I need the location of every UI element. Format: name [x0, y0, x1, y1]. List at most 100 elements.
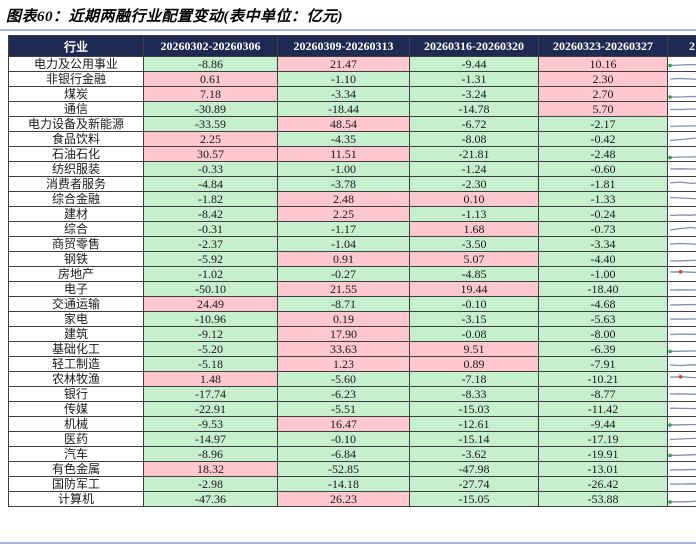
value-cell: -4.84 — [143, 176, 278, 192]
value-cell: 10.16 — [538, 56, 668, 72]
sparkline-cell — [667, 281, 696, 297]
value-cell: 11.51 — [277, 146, 410, 162]
value-cell: 33.63 — [277, 341, 410, 357]
table-body: 电力及公用事业 -8.86 21.47 -9.44 10.16 非银行金融 0.61 -1.1… — [8, 56, 696, 507]
value-cell: -1.24 — [409, 161, 539, 177]
table-row: 汽车 -8.96 -6.84 -3.62 -19.91 — [8, 446, 696, 462]
value-cell: -15.03 — [409, 401, 539, 417]
value-cell: -7.91 — [538, 356, 668, 372]
spark-min-dot — [668, 63, 672, 68]
value-cell: -14.97 — [143, 431, 278, 447]
value-cell: -5.20 — [143, 341, 278, 357]
value-cell: -0.10 — [409, 296, 539, 312]
spark-min-dot — [668, 349, 672, 354]
value-cell: -33.59 — [143, 116, 278, 132]
industry-name-cell: 建筑 — [8, 326, 144, 342]
industry-name-cell: 消费者服务 — [8, 176, 144, 192]
industry-name-cell: 交通运输 — [8, 296, 144, 312]
sparkline-chart — [668, 95, 696, 99]
sparkline-cell — [667, 191, 696, 207]
sparkline-cell — [667, 356, 696, 372]
table-row: 家电 -10.96 0.19 -3.15 -5.63 — [8, 311, 696, 327]
value-cell: -1.00 — [277, 161, 410, 177]
value-cell: -8.42 — [143, 206, 278, 222]
value-cell: -2.48 — [538, 146, 668, 162]
sparkline-cell — [667, 386, 696, 402]
value-cell: -6.84 — [277, 446, 410, 462]
sparkline-chart — [669, 303, 696, 306]
table-row: 电力及公用事业 -8.86 21.47 -9.44 10.16 — [8, 56, 696, 72]
sparkline-chart — [668, 155, 696, 160]
value-cell: -8.08 — [409, 131, 539, 147]
table-row: 轻工制造 -5.18 1.23 0.89 -7.91 — [8, 356, 696, 372]
value-cell: -8.77 — [538, 386, 668, 402]
value-cell: -5.92 — [143, 251, 278, 267]
header-row: 行业 20260302-20260306 20260309-20260313 2… — [8, 35, 696, 57]
value-cell: -30.89 — [143, 101, 278, 117]
value-cell: -50.10 — [143, 281, 278, 297]
value-cell: -17.19 — [538, 431, 668, 447]
spark-max-dot — [678, 375, 683, 379]
sparkline-cell — [667, 116, 696, 132]
value-cell: -0.73 — [538, 221, 668, 237]
table-row: 医药 -14.97 -0.10 -15.14 -17.19 — [8, 431, 696, 447]
value-cell: 9.51 — [409, 341, 539, 357]
sparkline-chart — [669, 468, 696, 471]
value-cell: -15.14 — [409, 431, 539, 447]
value-cell: -13.01 — [538, 461, 668, 477]
industry-name-cell: 国防军工 — [8, 476, 144, 492]
table-row: 银行 -17.74 -6.23 -8.33 -8.77 — [8, 386, 696, 402]
sparkline-chart — [669, 181, 696, 185]
value-cell: 1.48 — [143, 371, 278, 387]
value-cell: 30.57 — [143, 146, 278, 162]
value-cell: -5.51 — [277, 401, 410, 417]
value-cell: -0.24 — [538, 206, 668, 222]
value-cell: -10.96 — [143, 311, 278, 327]
value-cell: -1.10 — [277, 71, 410, 87]
value-cell: -3.50 — [409, 236, 539, 252]
value-cell: 21.47 — [277, 56, 410, 72]
value-cell: -8.71 — [277, 296, 410, 312]
value-cell: 0.10 — [409, 191, 539, 207]
value-cell: -4.68 — [538, 296, 668, 312]
table-row: 食品饮料 2.25 -4.35 -8.08 -0.42 — [8, 131, 696, 147]
value-cell: -22.91 — [143, 401, 278, 417]
value-cell: 2.48 — [277, 191, 410, 207]
value-cell: -4.85 — [409, 266, 539, 282]
sparkline-cell — [667, 221, 696, 237]
sparkline-chart — [669, 364, 696, 367]
value-cell: 19.44 — [409, 281, 539, 297]
sparkline-cell — [667, 251, 696, 267]
table-row: 综合金融 -1.82 2.48 0.10 -1.33 — [8, 191, 696, 207]
value-cell: -2.37 — [143, 236, 278, 252]
value-cell: -5.63 — [538, 311, 668, 327]
value-cell: -2.98 — [143, 476, 278, 492]
industry-name-cell: 有色金属 — [8, 461, 144, 477]
sparkline-cell — [667, 371, 696, 387]
value-cell: -1.04 — [277, 236, 410, 252]
value-cell: -9.44 — [538, 416, 668, 432]
industry-name-cell: 银行 — [8, 386, 144, 402]
industry-name-cell: 纺织服装 — [8, 161, 144, 177]
sparkline-chart — [669, 333, 696, 336]
industry-name-cell: 轻工制造 — [8, 356, 144, 372]
value-cell: -52.85 — [277, 461, 410, 477]
value-cell: 16.47 — [277, 416, 410, 432]
table-row: 房地产 -1.02 -0.27 -4.85 -1.00 — [8, 266, 696, 282]
table-row: 通信 -30.89 -18.44 -14.78 5.70 — [8, 101, 696, 117]
value-cell: -3.34 — [277, 86, 410, 102]
table-row: 钢铁 -5.92 0.91 5.07 -4.40 — [8, 251, 696, 267]
header-period-2: 20260309-20260313 — [277, 35, 410, 57]
value-cell: -14.78 — [409, 101, 539, 117]
table-row: 交通运输 24.49 -8.71 -0.10 -4.68 — [8, 296, 696, 312]
sparkline-chart — [669, 270, 696, 274]
sparkline-chart — [669, 318, 696, 320]
sparkline-cell — [667, 161, 696, 177]
table-row: 煤炭 7.18 -3.34 -3.24 2.70 — [8, 86, 696, 102]
sparkline-cell — [667, 341, 696, 357]
table-row: 计算机 -47.36 26.23 -15.05 -53.88 — [8, 491, 696, 507]
sparkline-cell — [667, 311, 696, 327]
value-cell: -10.21 — [538, 371, 668, 387]
table-row: 有色金属 18.32 -52.85 -47.98 -13.01 — [8, 461, 696, 477]
